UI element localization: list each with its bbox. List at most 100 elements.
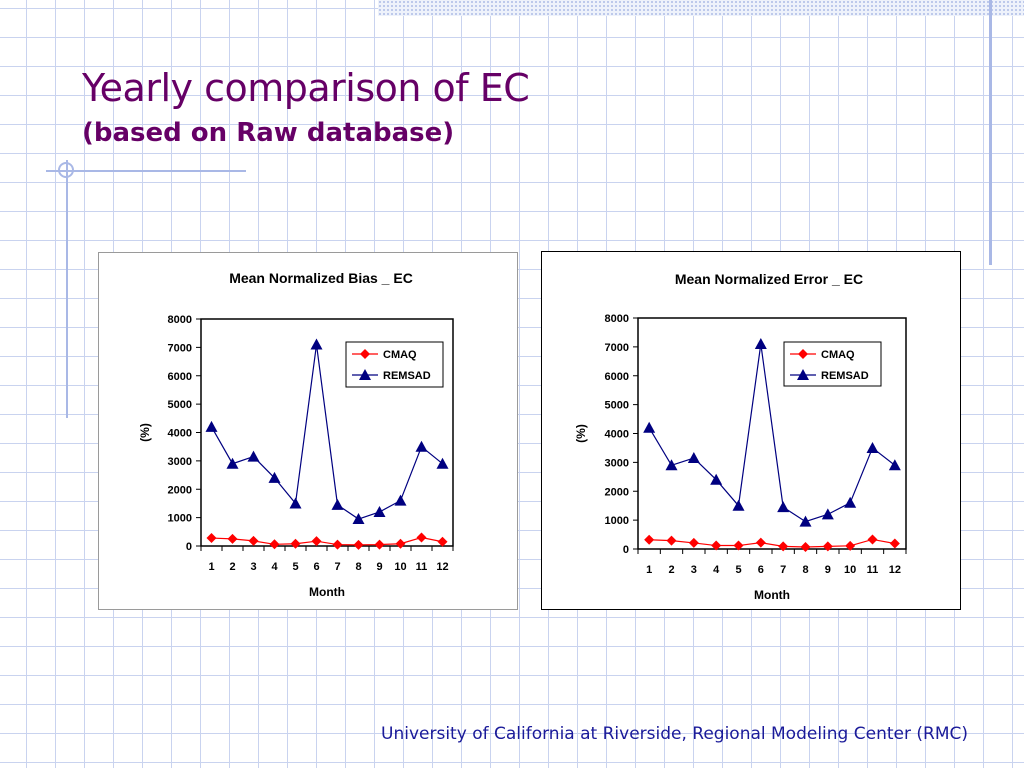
data-point-remsad <box>754 337 767 349</box>
data-point-cmaq <box>248 535 259 546</box>
x-tick-label: 1 <box>646 564 652 576</box>
chart-title: Mean Normalized Error _ EC <box>675 271 863 287</box>
chart-mean-normalized-error: Mean Normalized Error _ EC 0 1000 2000 3000 4… <box>541 251 961 610</box>
data-point-cmaq <box>733 540 744 551</box>
legend-marker-remsad <box>359 369 371 380</box>
chart-canvas: Mean Normalized Bias _ EC 0 1000 2000 3000 40… <box>138 270 454 599</box>
y-tick-label: 8000 <box>168 314 192 326</box>
x-tick-label: 4 <box>271 561 278 573</box>
data-point-remsad <box>687 452 700 464</box>
data-point-remsad <box>777 501 790 513</box>
data-point-remsad <box>799 515 812 527</box>
legend-label-cmaq: CMAQ <box>383 349 417 361</box>
data-point-cmaq <box>353 539 364 550</box>
y-tick-label: 4000 <box>605 429 629 441</box>
decorative-vertical-line <box>989 0 992 265</box>
data-point-cmaq <box>755 537 766 548</box>
data-point-cmaq <box>416 532 427 543</box>
chart-canvas: Mean Normalized Error _ EC 0 1000 2000 3000 4… <box>574 271 907 602</box>
y-tick-label: 1000 <box>605 515 629 527</box>
x-tick-label: 11 <box>867 564 879 576</box>
decorative-vertical-line <box>66 160 68 418</box>
x-tick-label: 4 <box>713 564 720 576</box>
data-point-remsad <box>373 505 386 517</box>
decorative-horizontal-line <box>46 170 246 172</box>
data-point-cmaq <box>269 539 280 550</box>
y-tick-label: 2000 <box>168 484 192 496</box>
data-point-cmaq <box>644 534 655 545</box>
y-tick-label: 5000 <box>605 400 629 412</box>
chart-title: Mean Normalized Bias _ EC <box>229 270 413 286</box>
data-point-remsad <box>310 338 323 350</box>
data-point-remsad <box>247 450 260 462</box>
data-point-remsad <box>732 499 745 511</box>
x-tick-label: 5 <box>292 561 298 573</box>
data-point-cmaq <box>889 538 900 549</box>
legend-marker-cmaq <box>360 349 370 359</box>
x-tick-label: 1 <box>208 561 214 573</box>
x-tick-label: 9 <box>825 564 831 576</box>
data-point-cmaq <box>778 541 789 552</box>
y-axis-label: (%) <box>574 424 588 443</box>
data-point-remsad <box>866 441 879 453</box>
data-point-cmaq <box>206 533 217 544</box>
x-tick-label: 10 <box>394 561 406 573</box>
data-point-cmaq <box>688 537 699 548</box>
y-tick-label: 8000 <box>605 313 629 325</box>
x-tick-label: 8 <box>355 561 361 573</box>
x-tick-label: 10 <box>844 564 856 576</box>
y-tick-label: 2000 <box>605 486 629 498</box>
x-tick-label: 9 <box>376 561 382 573</box>
y-tick-label: 6000 <box>168 371 192 383</box>
data-point-remsad <box>226 457 239 469</box>
data-point-remsad <box>331 498 344 510</box>
data-point-remsad <box>844 496 857 508</box>
data-point-remsad <box>205 420 218 432</box>
x-tick-label: 6 <box>313 561 319 573</box>
decorative-dot-band <box>378 0 1024 16</box>
legend-label-remsad: REMSAD <box>821 370 869 382</box>
data-point-cmaq <box>845 540 856 551</box>
data-point-cmaq <box>311 536 322 547</box>
data-point-remsad <box>394 494 407 506</box>
slide-title: Yearly comparison of EC <box>82 66 530 110</box>
footer-text: University of California at Riverside, R… <box>381 724 968 744</box>
y-tick-label: 7000 <box>168 342 192 354</box>
data-point-remsad <box>643 421 656 433</box>
x-tick-label: 12 <box>436 561 448 573</box>
data-point-cmaq <box>290 538 301 549</box>
data-point-cmaq <box>867 534 878 545</box>
legend-box <box>345 341 444 388</box>
data-point-cmaq <box>822 541 833 552</box>
legend-label-cmaq: CMAQ <box>821 349 855 361</box>
data-point-remsad <box>436 457 449 469</box>
y-tick-label: 0 <box>623 544 629 556</box>
x-tick-label: 7 <box>334 561 340 573</box>
decorative-circle <box>58 162 74 178</box>
y-tick-label: 7000 <box>605 342 629 354</box>
y-axis-label: (%) <box>138 423 152 442</box>
x-tick-label: 8 <box>802 564 808 576</box>
x-tick-label: 2 <box>229 561 235 573</box>
x-tick-label: 5 <box>735 564 741 576</box>
x-tick-label: 6 <box>758 564 764 576</box>
data-point-cmaq <box>227 533 238 544</box>
data-point-remsad <box>821 508 834 520</box>
x-tick-label: 11 <box>416 561 428 573</box>
data-point-remsad <box>352 513 365 525</box>
data-point-cmaq <box>374 539 385 550</box>
x-tick-label: 12 <box>889 564 901 576</box>
x-tick-label: 2 <box>668 564 674 576</box>
data-point-cmaq <box>800 541 811 552</box>
x-axis-label: Month <box>309 585 345 599</box>
y-tick-label: 1000 <box>168 513 192 525</box>
data-point-cmaq <box>666 535 677 546</box>
slide-subtitle: (based on Raw database) <box>82 118 455 148</box>
data-point-cmaq <box>437 536 448 547</box>
data-point-remsad <box>665 459 678 471</box>
y-tick-label: 0 <box>186 541 192 553</box>
y-tick-label: 4000 <box>168 428 192 440</box>
legend-label-remsad: REMSAD <box>383 370 431 382</box>
x-tick-label: 3 <box>691 564 697 576</box>
legend-marker-remsad <box>797 369 809 380</box>
